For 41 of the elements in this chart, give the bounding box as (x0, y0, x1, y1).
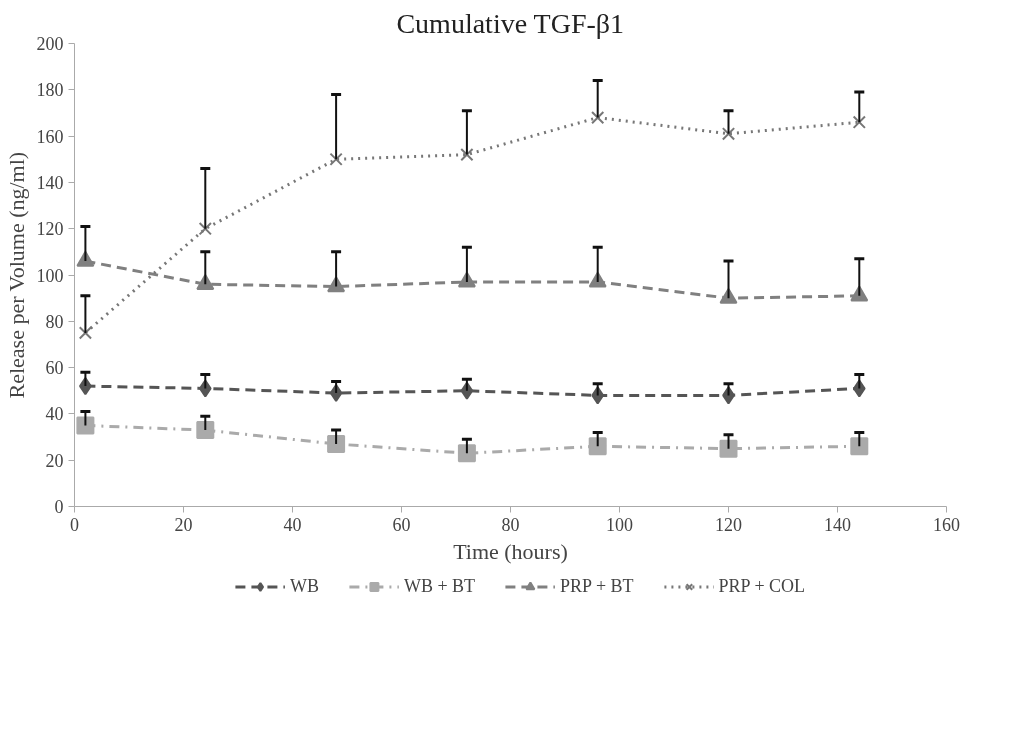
x-tick-label: 160 (933, 514, 960, 535)
point (721, 127, 736, 141)
x-tick-label: 20 (174, 514, 193, 535)
x-tick-label: 100 (606, 514, 633, 535)
legend-label: PRP + COL (718, 575, 806, 597)
y-tick-label: 60 (45, 358, 64, 379)
point (198, 222, 212, 236)
point (457, 444, 476, 463)
y-tick-label: 180 (36, 80, 64, 101)
y-tick-label: 0 (54, 497, 64, 517)
x-tick-label: 120 (715, 514, 742, 535)
point (588, 437, 607, 456)
y-tick-label: 80 (45, 311, 64, 332)
legend-label: WB (289, 575, 319, 597)
x-tick-label: 60 (392, 514, 411, 535)
y-tick-label: 140 (36, 172, 64, 193)
y-tick-label: 20 (45, 450, 64, 471)
point (850, 437, 869, 456)
y-tick-label: 200 (36, 34, 64, 54)
y-tick-label: 40 (45, 404, 64, 425)
point (852, 115, 866, 129)
legend-label: PRP + BT (560, 575, 634, 597)
point (196, 421, 215, 440)
x-axis-title: Time (hours) (453, 538, 568, 564)
point (78, 326, 93, 340)
x-tick-label: 140 (824, 514, 851, 535)
y-tick-label: 120 (36, 219, 64, 240)
point (719, 439, 738, 458)
x-tick-label: 0 (70, 514, 79, 535)
x-tick-label: 80 (501, 514, 520, 535)
chart-title: Cumulative TGF-β1 (396, 7, 625, 39)
point (76, 416, 95, 435)
y-tick-label: 160 (36, 126, 64, 147)
point (327, 434, 346, 453)
x-tick-label: 40 (283, 514, 302, 535)
y-tick-label: 100 (36, 265, 64, 286)
point (591, 110, 605, 125)
legend-label: WB + BT (403, 575, 476, 597)
y-axis-title: Release per Volume (ng/ml) (3, 151, 29, 399)
point (329, 152, 343, 166)
point (460, 147, 474, 162)
